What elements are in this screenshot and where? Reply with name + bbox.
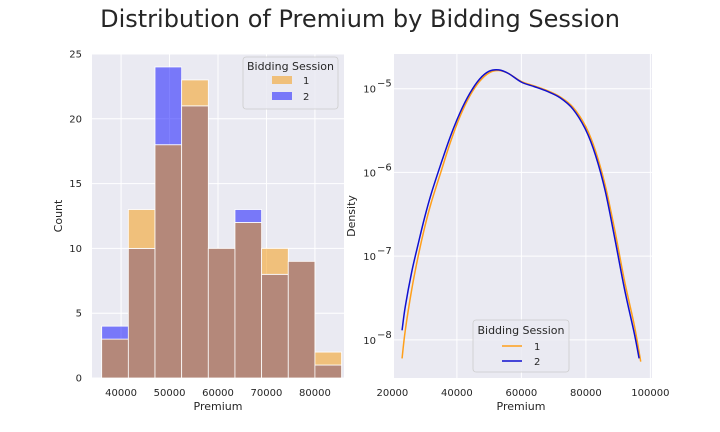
density-x-tick-3: 80000: [570, 388, 602, 399]
density-legend-label-2: 2: [534, 357, 540, 368]
figure-title: Distribution of Premium by Bidding Sessi…: [100, 5, 620, 33]
density-x-tick-4: 100000: [631, 388, 669, 399]
histogram-legend-swatch-1: [272, 76, 292, 84]
histogram-bar-session2-0: [101, 325, 129, 340]
histogram-legend: Bidding Session 1 2: [242, 56, 339, 110]
density-x-tick-1: 40000: [441, 388, 473, 399]
density-y-tick-base-3: 10: [363, 85, 376, 96]
density-y-label: Density: [345, 195, 358, 237]
histogram-bar-overlap-1: [127, 247, 156, 379]
histogram-legend-label-1: 1: [303, 76, 309, 87]
histogram-bar-overlap-5: [234, 222, 263, 379]
density-x-tick-0: 20000: [376, 388, 408, 399]
density-legend-title: Bidding Session: [477, 324, 564, 337]
density-y-tick-base-1: 10: [363, 252, 376, 263]
histogram-y-tick-3: 15: [69, 179, 82, 190]
histogram-bar-overlap-3: [181, 105, 209, 379]
histogram-bar-session2-2: [154, 66, 183, 146]
histogram-bar-session1-8: [314, 351, 342, 366]
histogram-bar-session2-5: [234, 209, 263, 223]
density-y-tick-exp-3: −5: [377, 79, 392, 90]
histogram-bar-overlap-8: [314, 364, 342, 379]
density-y-tick-base-2: 10: [363, 168, 376, 179]
density-x-ticks: 20000 40000 60000 80000 100000: [376, 388, 669, 399]
density-x-label: Premium: [497, 400, 546, 413]
density-panel: 20000 40000 60000 80000 100000 10−810−710−61…: [345, 54, 669, 413]
histogram-x-tick-1: 50000: [154, 388, 186, 399]
histogram-bar-session1-1: [127, 209, 156, 249]
histogram-y-tick-0: 0: [76, 374, 82, 385]
histogram-x-tick-2: 60000: [202, 388, 234, 399]
density-y-tick-exp-2: −6: [377, 162, 392, 173]
histogram-bar-session1-3: [181, 79, 209, 107]
histogram-y-tick-1: 5: [76, 309, 82, 320]
histogram-y-tick-4: 20: [69, 114, 82, 125]
histogram-x-tick-0: 40000: [105, 388, 137, 399]
density-y-tick-exp-0: −8: [377, 330, 392, 341]
density-legend: Bidding Session 1 2: [472, 319, 570, 373]
density-lines: [401, 68, 642, 362]
histogram-y-tick-2: 10: [69, 244, 82, 255]
histogram-bar-overlap-0: [101, 338, 129, 379]
density-x-tick-2: 60000: [505, 388, 537, 399]
histogram-legend-label-2: 2: [303, 92, 309, 103]
histogram-x-tick-4: 80000: [299, 388, 331, 399]
histogram-y-ticks: 0 5 10 15 20 25: [69, 50, 82, 385]
histogram-bar-overlap-2: [154, 144, 183, 379]
histogram-bar-overlap-4: [207, 247, 236, 379]
histogram-x-ticks: 40000 50000 60000 70000 80000: [105, 388, 331, 399]
density-y-ticks: 10−810−710−610−5: [363, 79, 391, 347]
histogram-bar-overlap-6: [261, 273, 289, 379]
density-y-tick-exp-1: −7: [377, 246, 392, 257]
histogram-bars: [101, 66, 342, 379]
histogram-x-tick-3: 70000: [251, 388, 283, 399]
histogram-bar-session1-6: [261, 247, 289, 275]
histogram-panel: 40000 50000 60000 70000 80000 0 5 10 15 20 25 Pre…: [52, 50, 344, 413]
density-grid: [391, 54, 652, 378]
histogram-x-label: Premium: [194, 400, 243, 413]
density-y-tick-base-0: 10: [363, 336, 376, 347]
density-legend-label-1: 1: [534, 342, 540, 353]
histogram-legend-swatch-2: [272, 92, 292, 100]
histogram-y-tick-5: 25: [69, 50, 82, 61]
histogram-bar-overlap-7: [287, 260, 316, 379]
histogram-y-label: Count: [52, 199, 65, 232]
density-line-session2: [401, 68, 640, 359]
histogram-legend-title: Bidding Session: [247, 60, 334, 73]
